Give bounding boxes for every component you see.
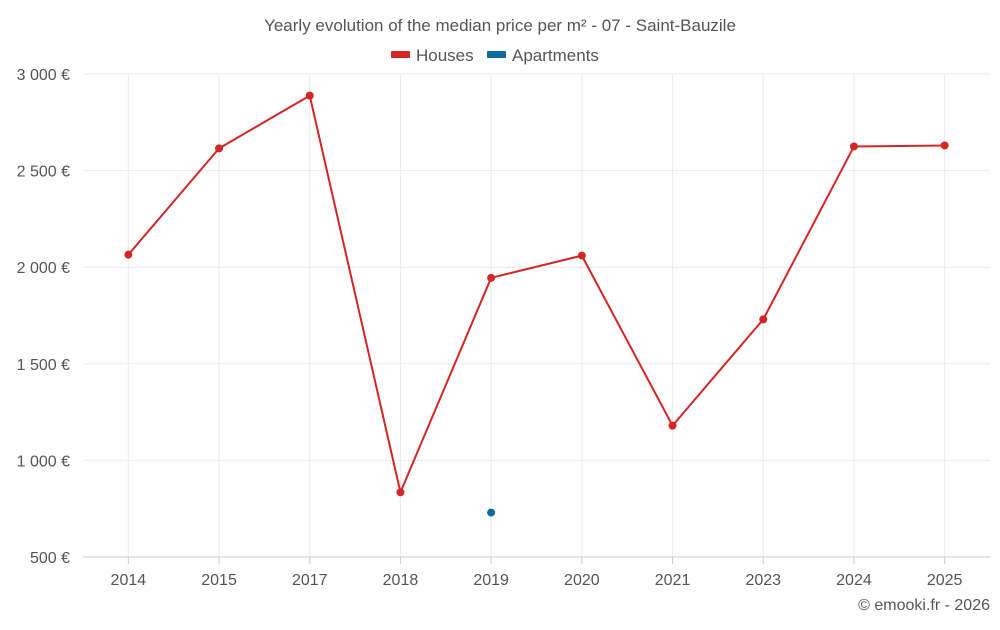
legend-swatch-houses <box>391 51 410 58</box>
legend-label-apartments: Apartments <box>512 46 599 65</box>
x-tick-label: 2021 <box>655 572 691 589</box>
x-tick-label: 2025 <box>927 572 963 589</box>
y-tick-label: 500 € <box>30 550 70 567</box>
x-tick-label: 2020 <box>564 572 600 589</box>
series-layer <box>124 91 949 517</box>
y-axis: 500 € 1 000 € 1 500 € 2 000 € 2 500 € 3 000 € <box>17 67 70 567</box>
x-axis: 2014 2015 2017 2018 2019 2020 2021 2023 2024 2025 <box>83 556 990 589</box>
y-tick-label: 2 000 € <box>17 260 70 277</box>
legend: Houses Apartments <box>391 46 599 65</box>
data-point-houses[interactable] <box>396 488 405 497</box>
y-tick-label: 1 500 € <box>17 357 70 374</box>
legend-swatch-apartments <box>487 51 506 58</box>
x-tick-label: 2017 <box>292 572 328 589</box>
x-tick-label: 2018 <box>383 572 419 589</box>
chart-title: Yearly evolution of the median price per… <box>264 16 736 35</box>
x-tick-label: 2024 <box>836 572 872 589</box>
data-point-houses[interactable] <box>124 250 133 259</box>
series-line-houses <box>127 94 945 494</box>
data-point-houses[interactable] <box>940 141 949 150</box>
data-point-houses[interactable] <box>305 91 314 100</box>
credit-text: © emooki.fr - 2026 <box>858 597 990 614</box>
x-tick-label: 2015 <box>201 572 237 589</box>
legend-item-apartments[interactable]: Apartments <box>487 46 599 65</box>
legend-label-houses: Houses <box>416 46 474 65</box>
y-tick-label: 1 000 € <box>17 453 70 470</box>
data-point-houses[interactable] <box>577 251 586 260</box>
data-point-houses[interactable] <box>668 421 677 430</box>
y-tick-label: 2 500 € <box>17 164 70 181</box>
data-point-houses[interactable] <box>849 142 858 151</box>
data-point-houses[interactable] <box>487 273 496 282</box>
x-tick-label: 2023 <box>745 572 781 589</box>
x-tick-label: 2014 <box>111 572 147 589</box>
y-tick-label: 3 000 € <box>17 67 70 84</box>
data-point-houses[interactable] <box>759 315 768 324</box>
data-point-houses[interactable] <box>215 144 224 153</box>
x-tick-label: 2019 <box>473 572 509 589</box>
data-point-apartments[interactable] <box>487 508 496 517</box>
legend-item-houses[interactable]: Houses <box>391 46 474 65</box>
